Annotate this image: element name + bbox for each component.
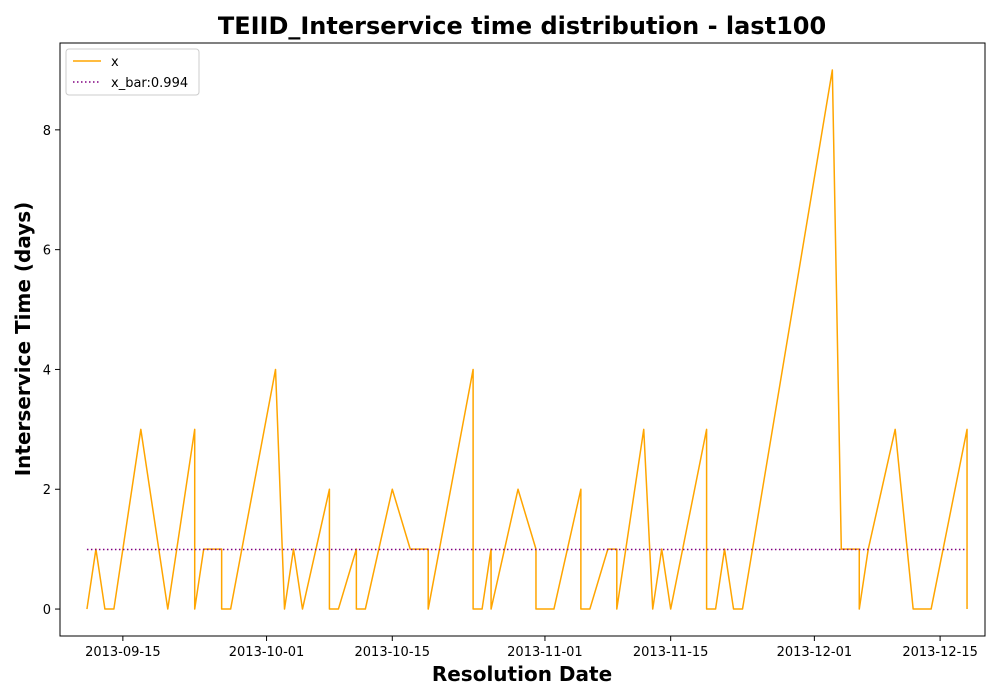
legend-label-x-bar: x_bar:0.994: [111, 76, 188, 91]
x-axis: 2013-09-15 2013-10-01 2013-10-15 2013-11-01…: [85, 636, 978, 660]
x-axis-label: Resolution Date: [432, 662, 612, 686]
y-tick-label: 4: [43, 363, 51, 378]
chart-title: TEIID_Interservice time distribution - l…: [218, 12, 826, 40]
y-tick-label: 0: [43, 603, 51, 618]
y-tick-label: 8: [43, 124, 51, 139]
y-tick-label: 6: [43, 244, 51, 259]
x-tick-label: 2013-11-01: [507, 645, 583, 660]
x-tick-label: 2013-12-15: [902, 645, 978, 660]
legend: x x_bar:0.994: [65, 48, 200, 96]
y-tick-label: 2: [43, 483, 51, 498]
y-axis: 0 2 4 6 8: [43, 124, 60, 618]
plot-area: [59, 42, 986, 637]
x-tick-label: 2013-09-15: [85, 645, 161, 660]
x-tick-label: 2013-11-15: [633, 645, 709, 660]
series-layer: [86, 69, 968, 610]
series-line-x: [86, 69, 968, 610]
y-axis-label: Interservice Time (days): [11, 202, 35, 477]
plot-frame: [59, 42, 986, 637]
x-tick-label: 2013-10-01: [229, 645, 305, 660]
x-tick-label: 2013-10-15: [355, 645, 431, 660]
legend-label-x: x: [111, 55, 119, 70]
x-tick-label: 2013-12-01: [777, 645, 853, 660]
